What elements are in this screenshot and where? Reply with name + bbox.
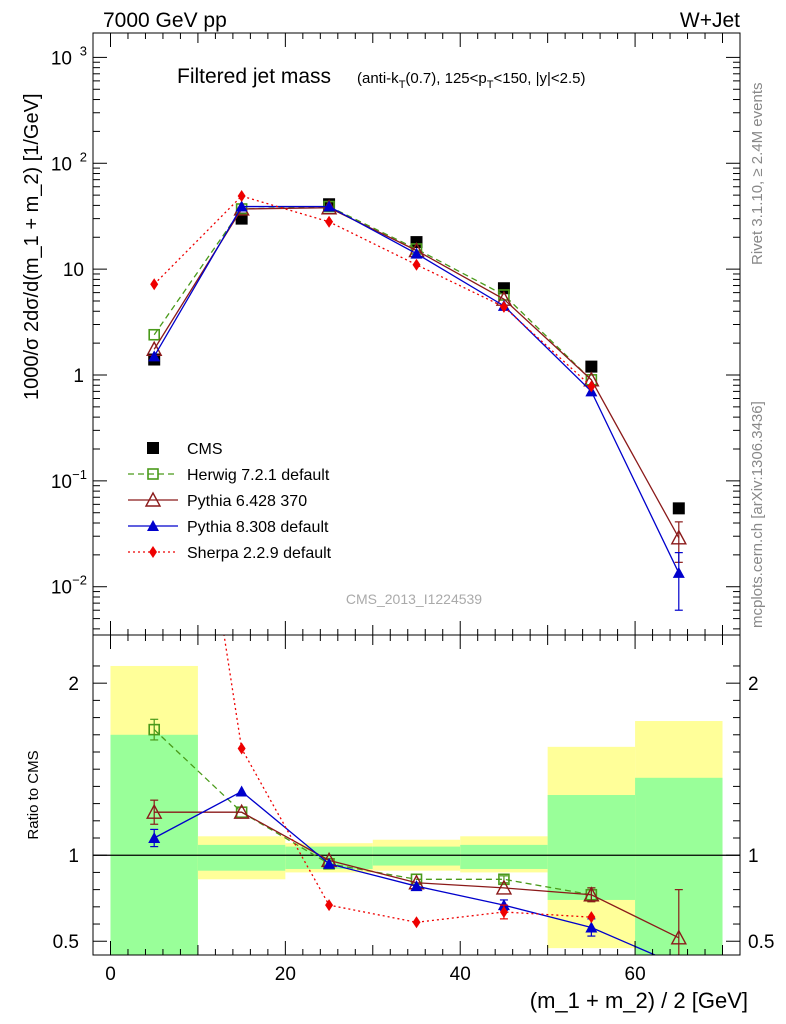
- sherpa-2-2-9-default-line: [153, 195, 592, 387]
- pythia-8-308-default-ratio-point: [323, 857, 336, 869]
- sherpa-2-2-9-default-ratio-point: [325, 899, 334, 912]
- legend-marker-pythia-8-308-default: [147, 520, 159, 531]
- legend-marker-herwig-7-2-1-default: [147, 468, 159, 480]
- pythia-8-308-default-ratio-point: [410, 880, 423, 892]
- herwig-7-2-1-default-ratio-line: [153, 729, 592, 896]
- x-tick-label: 20: [275, 964, 296, 985]
- process-label: W+Jet: [680, 9, 740, 32]
- ratio-axes: 0 20 40 60 0.5 0.5 1 1 2 2: [53, 635, 774, 985]
- herwig-7-2-1-default-ratio-point: [148, 723, 161, 736]
- band-inner: [197, 844, 286, 871]
- ratio-y-tick-label: 2: [68, 674, 79, 695]
- y-axis-label: 1000/σ 2dσ/d(m_1 + m_2) [1/GeV]: [21, 93, 43, 400]
- herwig-7-2-1-default-point: [148, 328, 161, 341]
- ratio-plot: 0 20 40 60 0.5 0.5 1 1 2 2 Ratio to CMS (m_1 + m_…: [25, 634, 774, 1013]
- pythia-8-308-default-ratio-point: [673, 959, 685, 970]
- pythia-8-308-default-ratio-point: [585, 921, 598, 933]
- pythia-6-428-370-ratio-point: [233, 803, 250, 819]
- main-data: [146, 190, 687, 611]
- sherpa-2-2-9-default-point: [150, 278, 159, 291]
- ratio-y-tick-label-right: 2: [748, 674, 759, 695]
- legend-label-herwig-7-2-1-default: Herwig 7.2.1 default: [187, 467, 330, 484]
- x-tick-label: 0: [105, 964, 116, 985]
- herwig-7-2-1-default-ratio-point: [498, 873, 510, 886]
- legend-marker-cms: [147, 442, 159, 454]
- ratio-y-tick-label: 0.5: [53, 932, 79, 953]
- sherpa-2-2-9-default-point: [499, 300, 508, 313]
- herwig-7-2-1-default-line: [153, 205, 592, 381]
- energy-label: 7000 GeV pp: [103, 9, 227, 32]
- pythia-6-428-370-ratio-point: [670, 929, 687, 945]
- pythia-8-308-default-ratio-point: [235, 785, 248, 797]
- band-inner: [372, 846, 461, 866]
- y-tick-label: 10: [51, 578, 72, 599]
- main-title-detail: (anti-kT(0.7), 125<pT<150, |y|<2.5): [357, 70, 586, 91]
- pythia-8-308-default-ratio-point: [148, 832, 161, 844]
- pythia-6-428-370-ratio-point: [495, 879, 513, 895]
- y-tick-label: −1: [72, 467, 87, 482]
- legend-label-pythia-8-308-default: Pythia 8.308 default: [187, 519, 329, 536]
- sherpa-2-2-9-default-ratio-point: [587, 911, 596, 924]
- ratio-y-label: Ratio to CMS: [25, 750, 42, 839]
- sherpa-2-2-9-default-point: [237, 190, 246, 203]
- ratio-y-tick-label: 1: [68, 846, 79, 867]
- legend-marker-sherpa-2-2-9-default: [149, 546, 157, 558]
- y-tick-label: 10: [51, 472, 72, 493]
- sherpa-2-2-9-default-point: [325, 215, 334, 228]
- sherpa-2-2-9-default-ratio-line: [223, 635, 592, 923]
- watermark: CMS_2013_I1224539: [346, 591, 482, 607]
- legend-label-pythia-6-428-370: Pythia 6.428 370: [187, 493, 307, 510]
- pythia-8-308-default-point: [148, 350, 161, 362]
- pythia-8-308-default-point: [235, 200, 248, 212]
- pythia-8-308-default-point: [672, 566, 685, 578]
- y-tick-label: 10: [51, 154, 72, 175]
- y-tick-label: 1: [73, 366, 84, 387]
- legend-label-sherpa-2-2-9-default: Sherpa 2.2.9 default: [187, 545, 332, 562]
- pythia-8-308-default-point: [323, 200, 336, 212]
- pythia-8-308-default-point: [410, 247, 423, 259]
- ratio-data: [146, 635, 687, 970]
- band-inner: [460, 844, 548, 869]
- sherpa-2-2-9-default-point: [412, 258, 421, 271]
- ratio-y-tick-label-right: 1: [748, 846, 759, 867]
- y-tick-label: 2: [80, 149, 87, 164]
- cms-point: [497, 282, 510, 295]
- sherpa-2-2-9-default-ratio-point: [499, 905, 508, 918]
- rivet-label: Rivet 3.1.10, ≥ 2.4M events: [749, 83, 766, 266]
- ratio-bands: [93, 665, 740, 955]
- sherpa-2-2-9-default-ratio-point: [237, 742, 246, 755]
- y-tick-label: −2: [72, 573, 87, 588]
- legend-marker-pythia-6-428-370: [144, 491, 162, 507]
- y-tick-label: 10: [51, 48, 72, 69]
- ratio-y-tick-label-right: 0.5: [748, 932, 774, 953]
- cms-point: [585, 360, 598, 373]
- legend: CMS Herwig 7.2.1 default Pythia 6.428 370 P…: [128, 441, 332, 562]
- x-axis-label: (m_1 + m_2) / 2 [GeV]: [530, 988, 748, 1013]
- y-tick-label: 10: [63, 260, 84, 281]
- cms-point: [672, 502, 685, 515]
- sherpa-2-2-9-default-ratio-point: [412, 916, 421, 929]
- pythia-6-428-370-ratio-point: [146, 803, 163, 819]
- legend-label-cms: CMS: [187, 441, 223, 458]
- x-tick-label: 60: [625, 964, 646, 985]
- pythia-6-428-370-point: [670, 529, 687, 545]
- band-inner: [285, 846, 373, 869]
- y-tick-label: 3: [80, 43, 87, 58]
- main-title: Filtered jet mass: [177, 65, 331, 88]
- x-tick-label: 40: [450, 964, 471, 985]
- pythia-6-428-370-ratio-point: [583, 886, 600, 902]
- ratio-frame: [92, 634, 741, 956]
- band-inner: [547, 795, 636, 900]
- mcplots-label: mcplots.cern.ch [arXiv:1306.3436]: [749, 401, 766, 628]
- sherpa-2-2-9-default-point: [587, 380, 596, 393]
